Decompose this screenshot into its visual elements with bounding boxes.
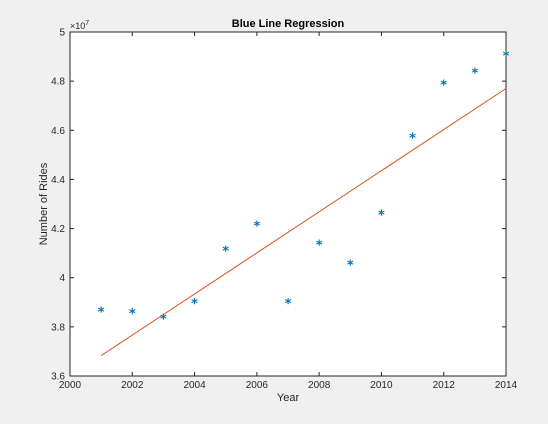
data-point: * <box>347 259 354 274</box>
ticks-layer: 2000 2002 2004 2006 2008 2010 2012 2014 3.6 3.8 4 4… <box>51 28 517 392</box>
x-tick-label: 2000 <box>59 380 82 391</box>
plot-area <box>69 31 507 377</box>
y-axis-label: Number of Rides <box>38 162 50 245</box>
y-tick-label: 4.6 <box>51 126 65 137</box>
data-point: * <box>316 239 323 254</box>
data-point: * <box>503 49 510 64</box>
x-tick-label: 2012 <box>433 380 456 391</box>
data-point: * <box>98 306 105 321</box>
y-tick-label: 3.6 <box>51 372 65 383</box>
x-tick-label: 2004 <box>183 380 206 391</box>
y-exponent-label: ×107 <box>70 20 89 31</box>
data-point: * <box>222 245 229 260</box>
data-layer: * * * * * * * * * * * * * * <box>98 49 510 357</box>
x-tick-label: 2010 <box>370 380 393 391</box>
data-point: * <box>471 67 478 82</box>
y-exponent-base: ×10 <box>70 21 85 31</box>
chart-title: Blue Line Regression <box>232 18 345 30</box>
y-exponent-power: 7 <box>85 20 89 27</box>
data-point: * <box>440 78 447 93</box>
data-point: * <box>253 219 260 234</box>
data-point: * <box>409 132 416 147</box>
y-tick-label: 3.8 <box>51 322 65 333</box>
data-point: * <box>160 312 167 327</box>
data-point: * <box>285 297 292 312</box>
y-tick-label: 4.2 <box>51 224 65 235</box>
y-tick-label: 5 <box>59 28 65 39</box>
x-tick-label: 2006 <box>246 380 269 391</box>
x-tick-label: 2014 <box>495 380 518 391</box>
y-tick-label: 4 <box>59 273 65 284</box>
data-point: * <box>129 307 136 322</box>
y-tick-label: 4.4 <box>51 175 65 186</box>
regression-line <box>100 88 507 357</box>
x-tick-label: 2002 <box>121 380 144 391</box>
x-tick-label: 2008 <box>308 380 331 391</box>
y-tick-label: 4.8 <box>51 77 65 88</box>
data-point: * <box>378 208 385 223</box>
data-point: * <box>191 297 198 312</box>
x-axis-label: Year <box>277 392 300 404</box>
